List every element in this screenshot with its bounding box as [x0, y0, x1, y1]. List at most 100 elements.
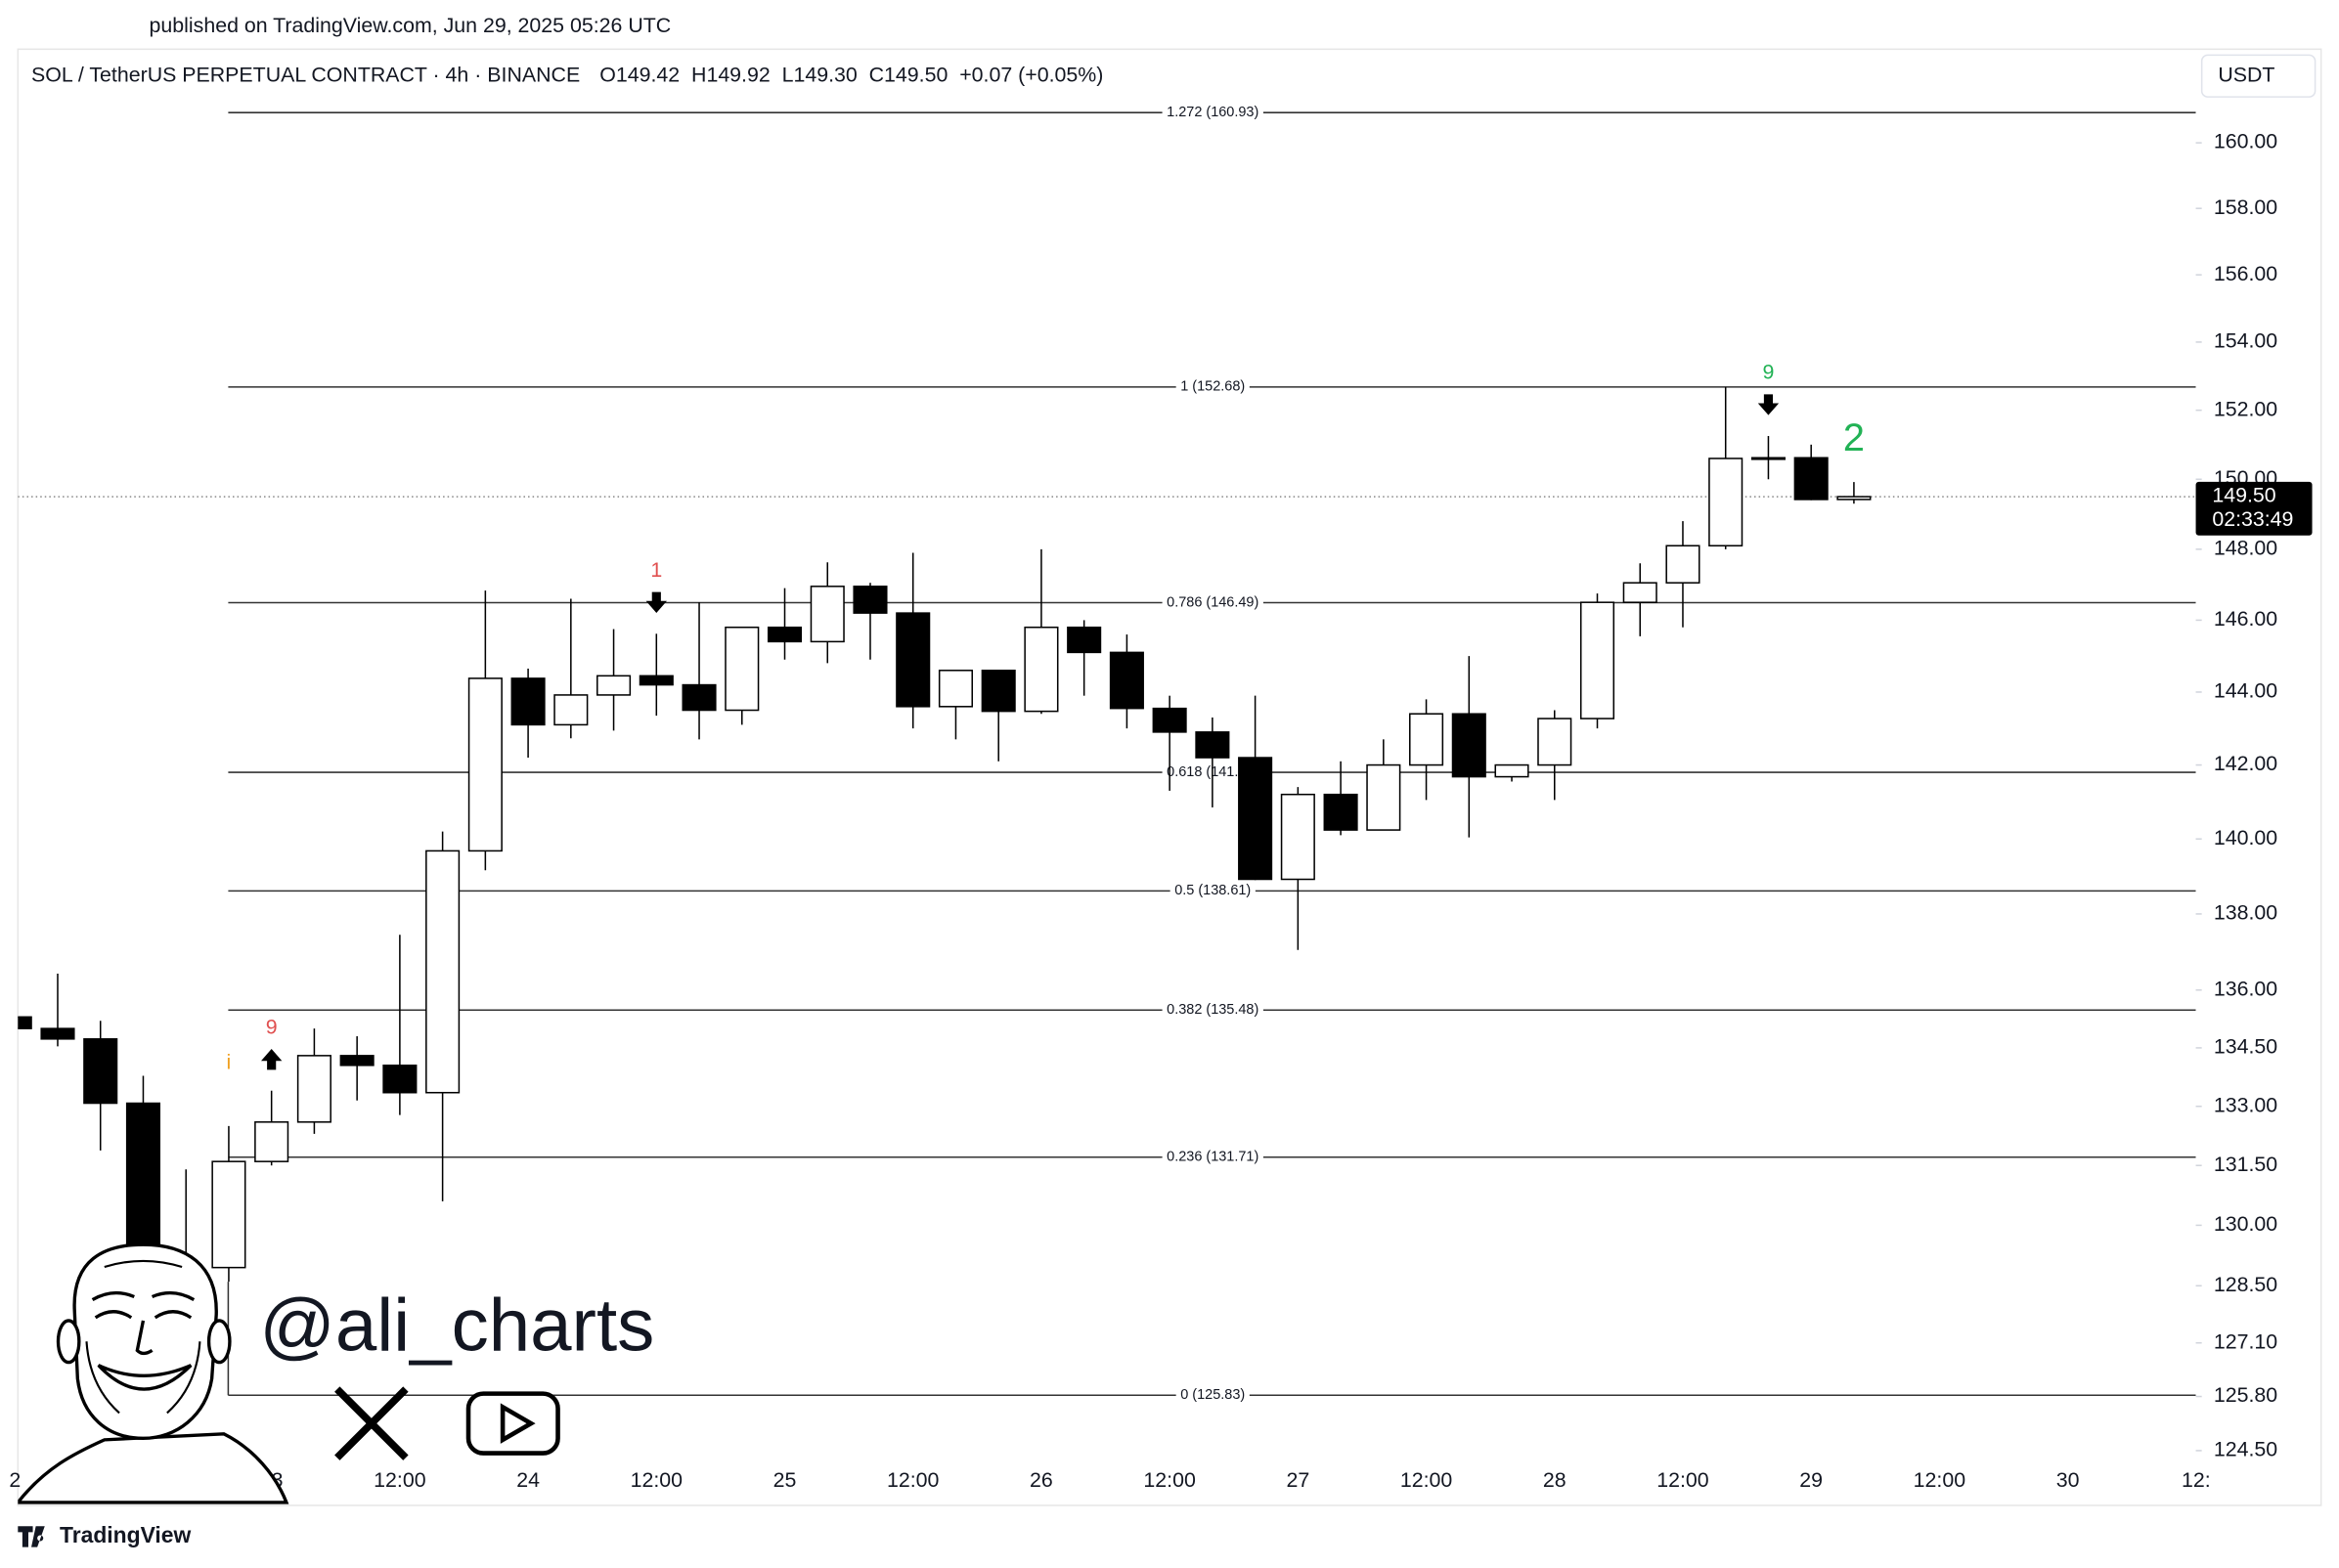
- currency[interactable]: USDT: [2218, 63, 2274, 86]
- x-logo: [334, 1386, 409, 1460]
- candle-body: [1366, 763, 1401, 831]
- y-tick-label: 125.80: [2214, 1383, 2277, 1407]
- y-tick-label: 152.00: [2214, 397, 2277, 420]
- candle-body: [853, 586, 888, 614]
- x-tick-label: 26: [1030, 1468, 1053, 1492]
- candle-body: [1238, 757, 1273, 881]
- candle-body: [1067, 626, 1102, 654]
- y-tick-label: 133.00: [2214, 1093, 2277, 1116]
- fib-label-bg: [1170, 882, 1256, 900]
- candle-body: [981, 670, 1016, 713]
- signal-arrow: [260, 1049, 283, 1070]
- youtube-play: [500, 1403, 536, 1444]
- x-tick-label: 12:: [2182, 1468, 2211, 1492]
- x-tick-label: 12:00: [1656, 1468, 1709, 1492]
- candle-body: [553, 694, 589, 726]
- y-tick-label: 144.00: [2214, 679, 2277, 703]
- last-price-label: 149.50: [2212, 484, 2275, 507]
- price-axis: 160.00158.00156.00154.00152.00150.00148.…: [2195, 130, 2313, 1461]
- y-tick-label: 140.00: [2214, 826, 2277, 849]
- x-tick-label: 12:00: [374, 1468, 426, 1492]
- x-tick-label: 24: [516, 1468, 540, 1492]
- x-tick-label: 12:00: [1914, 1468, 1966, 1492]
- y-tick-label: 142.00: [2214, 752, 2277, 775]
- last-price-box: [2195, 481, 2313, 536]
- signal-label: 9: [1763, 361, 1775, 384]
- x-tick-label: 29: [1799, 1468, 1823, 1492]
- y-tick-label: 138.00: [2214, 901, 2277, 925]
- signal-label: i: [227, 1050, 232, 1073]
- published-note: published on TradingView.com, Jun 29, 20…: [150, 14, 672, 37]
- candle-body: [1409, 713, 1444, 766]
- candle-body: [938, 670, 973, 708]
- ohlc-readout: O149.42 H149.92 L149.30 C149.50 +0.07 (+…: [599, 63, 1103, 86]
- candle-body: [254, 1121, 289, 1162]
- brand-icon: [18, 1526, 45, 1547]
- smile: [97, 1364, 193, 1391]
- x-tick-label: 2: [9, 1468, 21, 1492]
- signal-label: 2: [1843, 416, 1865, 459]
- candle-body: [510, 677, 546, 726]
- x-tick-label: 28: [1543, 1468, 1567, 1492]
- candle-body: [1323, 793, 1358, 831]
- candle-body: [1750, 457, 1786, 460]
- nose: [135, 1320, 154, 1356]
- x-tick-label: 25: [773, 1468, 797, 1492]
- y-tick-label: 127.10: [2214, 1329, 2277, 1353]
- y-tick-label: 146.00: [2214, 607, 2277, 631]
- candle-body: [810, 586, 845, 643]
- watermark: @ali_charts: [18, 1242, 654, 1504]
- candle-body: [1537, 718, 1572, 766]
- candle-body: [40, 1027, 75, 1040]
- x-tick-label: 12:00: [887, 1468, 940, 1492]
- fib-label: 0.236 (131.71): [1167, 1150, 1258, 1165]
- currency-box[interactable]: [2200, 54, 2317, 98]
- x-tick-label: 12:00: [1143, 1468, 1196, 1492]
- candle-body: [1836, 496, 1872, 501]
- candle-body: [682, 683, 717, 712]
- chart-panel: [17, 48, 2322, 1506]
- y-tick-label: 130.00: [2214, 1212, 2277, 1236]
- candle-body: [296, 1055, 331, 1123]
- shoulders: [18, 1432, 289, 1504]
- brows: [91, 1290, 196, 1302]
- time-axis: 212:002312:002412:002512:002612:002712:0…: [9, 1468, 2210, 1492]
- fib-label: 0 (125.83): [1180, 1387, 1245, 1403]
- fib-label: 1 (152.68): [1180, 379, 1245, 395]
- candle-body: [425, 849, 461, 1094]
- y-tick-label: 134.50: [2214, 1035, 2277, 1059]
- candle-body: [1622, 582, 1657, 603]
- x-tick-label: 27: [1286, 1468, 1309, 1492]
- face-lines: [85, 1259, 201, 1415]
- watermark-handle: @ali_charts: [259, 1285, 654, 1368]
- y-tick-label: 156.00: [2214, 262, 2277, 285]
- candle-body: [211, 1160, 246, 1269]
- candle-body: [639, 675, 674, 686]
- youtube-logo: [465, 1391, 560, 1456]
- candle-body: [1579, 601, 1615, 719]
- fib-label-bg: [1162, 1148, 1263, 1166]
- fib-label-bg: [1162, 1001, 1263, 1020]
- y-tick-label: 160.00: [2214, 130, 2277, 153]
- y-tick-label: 131.50: [2214, 1153, 2277, 1176]
- y-tick-label: 148.00: [2214, 537, 2277, 560]
- candle-body: [1494, 763, 1529, 778]
- candle-body: [1024, 626, 1059, 713]
- brand-name: TradingView: [60, 1522, 191, 1547]
- signal-label: 9: [266, 1015, 278, 1038]
- countdown: 02:33:49: [2212, 507, 2293, 531]
- symbol-title: SOL / TetherUS PERPETUAL CONTRACT · 4h ·…: [31, 63, 580, 86]
- candle-body: [1195, 731, 1230, 759]
- y-tick-label: 158.00: [2214, 196, 2277, 219]
- x-tick-label: 30: [2056, 1468, 2080, 1492]
- candle-body: [339, 1055, 375, 1067]
- candle-body: [1152, 707, 1187, 733]
- candle-body: [896, 612, 931, 708]
- right-ear: [206, 1319, 232, 1365]
- candle-body: [1280, 793, 1315, 881]
- candle-body: [1665, 544, 1700, 584]
- candle-body: [382, 1065, 418, 1094]
- candle-body: [1109, 651, 1144, 710]
